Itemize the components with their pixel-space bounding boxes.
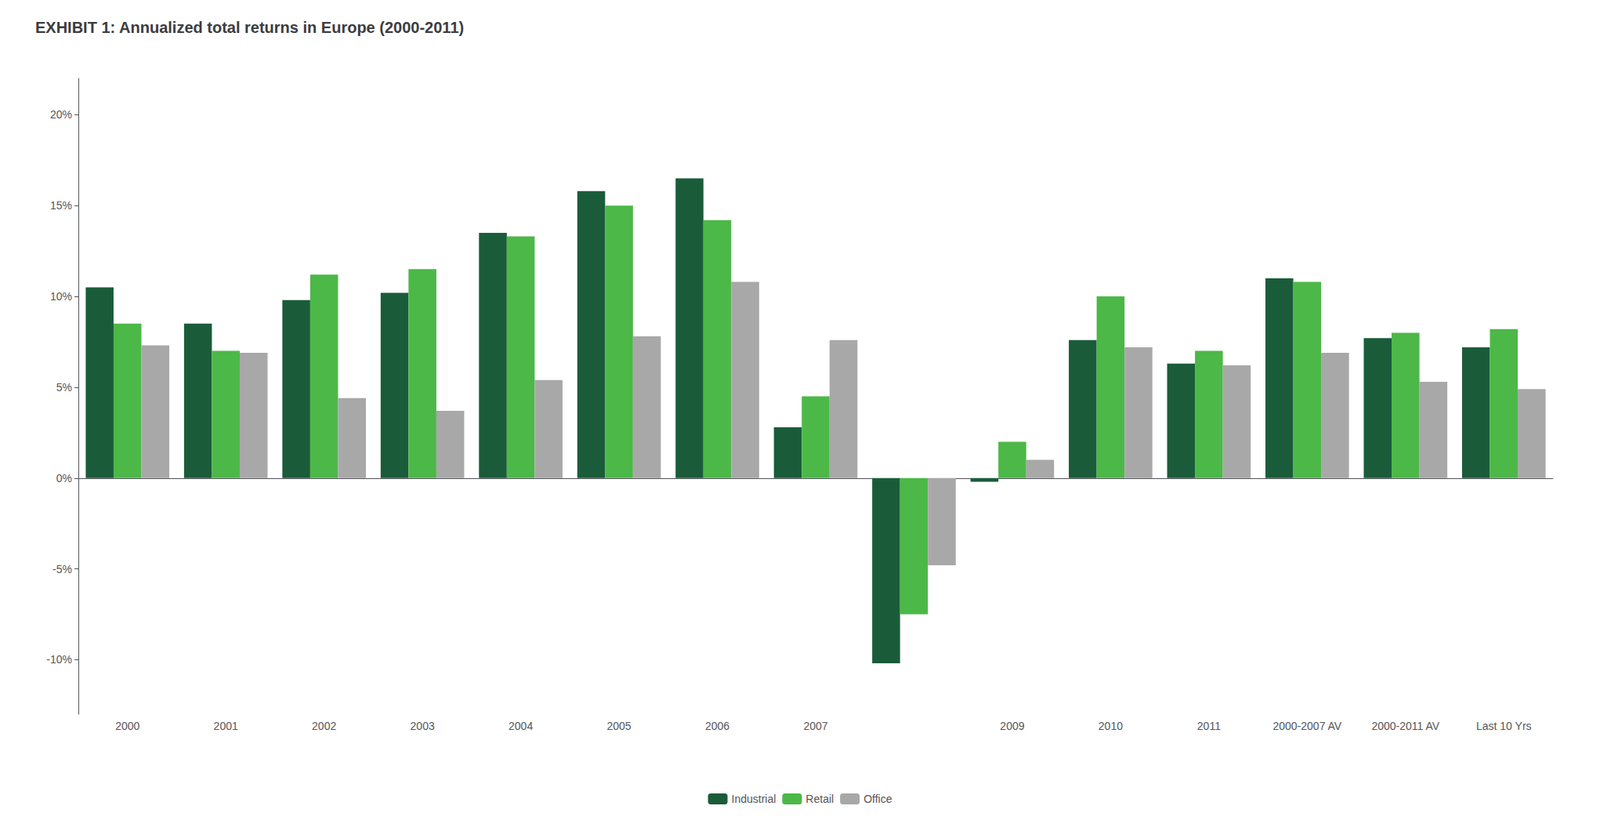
svg-text:2000-2011 AV: 2000-2011 AV: [1371, 719, 1440, 732]
svg-text:2011: 2011: [1197, 719, 1221, 732]
svg-text:-10%: -10%: [46, 652, 73, 666]
svg-text:Retail: Retail: [805, 792, 834, 805]
svg-text:2002: 2002: [311, 719, 337, 732]
svg-text:2009: 2009: [999, 719, 1025, 732]
svg-text:2007: 2007: [803, 719, 828, 732]
svg-text:2006: 2006: [705, 719, 730, 732]
svg-text:2000-2007 AV: 2000-2007 AV: [1272, 719, 1342, 732]
svg-text:0%: 0%: [56, 471, 73, 485]
svg-text:2001: 2001: [213, 719, 239, 732]
svg-text:-5%: -5%: [52, 562, 73, 576]
svg-text:2000: 2000: [115, 719, 140, 732]
svg-text:EXHIBIT 1: Annualized total re: EXHIBIT 1: Annualized total returns in E…: [35, 18, 464, 37]
svg-text:Office: Office: [863, 792, 893, 805]
svg-text:2004: 2004: [508, 719, 533, 732]
svg-text:2005: 2005: [606, 719, 631, 732]
svg-text:2010: 2010: [1098, 719, 1123, 732]
svg-text:20%: 20%: [50, 108, 73, 121]
svg-text:10%: 10%: [50, 289, 73, 303]
svg-text:Last 10 Yrs: Last 10 Yrs: [1476, 719, 1532, 732]
svg-text:15%: 15%: [50, 199, 73, 212]
svg-text:2003: 2003: [410, 719, 435, 732]
svg-text:5%: 5%: [56, 380, 73, 394]
svg-text:Industrial: Industrial: [731, 792, 777, 805]
